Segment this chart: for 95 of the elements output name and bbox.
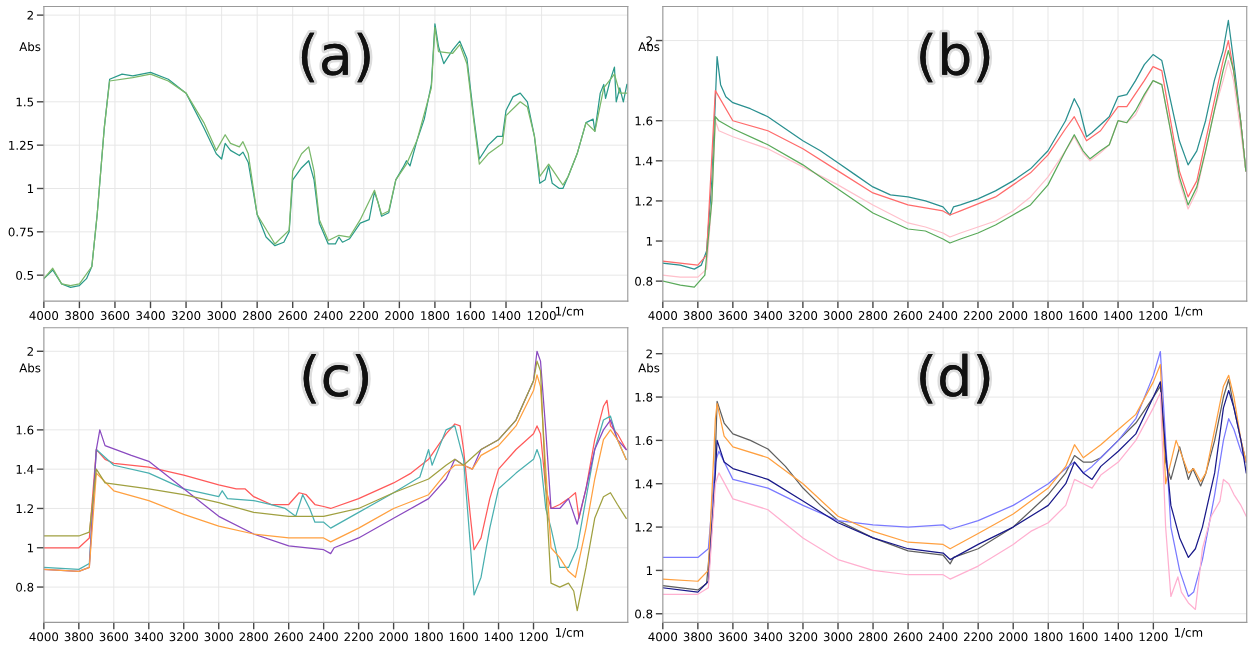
x-tick-label: 3000: [204, 632, 233, 642]
x-tick-label: 2400: [314, 311, 343, 321]
y-tick-label: 0.8: [635, 609, 653, 619]
x-tick-label: 4000: [648, 311, 678, 321]
x-tick-label: 1600: [449, 632, 478, 642]
x-tick-label: 3600: [718, 632, 748, 642]
x-tick-label: 3200: [169, 632, 198, 642]
x-tick-label: 1600: [1069, 311, 1098, 321]
x-tick-label: 1400: [484, 632, 513, 642]
x-tick-label: 2600: [893, 632, 923, 642]
x-tick-label: 3200: [171, 311, 201, 321]
y-tick-label: 2: [27, 347, 33, 356]
x-tick-label: 2400: [309, 632, 338, 642]
x-tick-label: 2400: [928, 311, 958, 321]
x-tick-label: 3600: [718, 311, 748, 321]
chart-title: (a): [301, 32, 370, 83]
x-tick-label: 1200: [527, 311, 556, 321]
x-tick-label: 2600: [274, 632, 303, 642]
x-axis-title: 1/cm: [555, 306, 584, 317]
x-tick-label: 3800: [683, 632, 713, 642]
x-tick-label: 3600: [99, 632, 129, 642]
y-tick-label: 1.4: [16, 465, 34, 474]
y-tick-label: 0.8: [635, 276, 653, 286]
chart-title: (c): [303, 353, 368, 404]
x-tick-label: 4000: [648, 632, 678, 642]
x-tick-label: 1800: [421, 311, 450, 321]
y-tick-label: 1.2: [16, 504, 33, 513]
x-tick-label: 1800: [414, 632, 443, 642]
x-tick-label: 1600: [1069, 632, 1098, 642]
x-axis-title: 1/cm: [1174, 306, 1203, 317]
x-tick-label: 3000: [823, 311, 853, 321]
y-tick-label: 2: [646, 349, 652, 359]
y-tick-label: 1.6: [16, 425, 34, 435]
x-tick-label: 1800: [1034, 632, 1063, 642]
x-tick-label: 3400: [136, 311, 165, 321]
x-tick-label: 3400: [753, 632, 783, 642]
y-tick-label: 1: [27, 184, 34, 193]
y-tick-label: 2: [27, 10, 33, 20]
x-axis-title: 1/cm: [555, 628, 584, 638]
y-tick-label: 0.75: [8, 227, 34, 237]
y-tick-label: 1.4: [635, 479, 653, 489]
x-tick-label: 1200: [1139, 632, 1168, 642]
x-tick-label: 3400: [134, 632, 164, 642]
x-tick-label: 2000: [379, 632, 408, 642]
y-tick-label: 1.6: [635, 116, 653, 126]
x-tick-label: 3800: [64, 632, 94, 642]
x-tick-label: 4000: [29, 311, 59, 321]
y-tick-label: 1: [646, 236, 652, 246]
chart-title: (d): [920, 353, 990, 404]
x-tick-label: 1400: [1104, 311, 1133, 321]
y-tick-label: 1.2: [635, 196, 652, 206]
x-tick-label: 3600: [100, 311, 130, 321]
x-axis-title: 1/cm: [1174, 628, 1203, 638]
y-tick-label: 0.8: [16, 582, 34, 592]
y-axis-title: Abs: [19, 363, 41, 373]
x-tick-label: 2400: [928, 632, 958, 642]
y-tick-label: 1.8: [635, 392, 653, 402]
y-tick-label: 1.4: [635, 156, 653, 166]
x-tick-label: 1800: [1034, 311, 1063, 321]
x-tick-label: 1600: [456, 311, 485, 321]
x-tick-label: 3200: [788, 311, 818, 321]
x-tick-label: 2800: [239, 632, 268, 642]
y-axis-title: Abs: [19, 42, 41, 52]
x-tick-label: 2800: [858, 632, 888, 642]
x-tick-label: 3200: [788, 632, 818, 642]
y-tick-label: 1.5: [16, 97, 34, 107]
x-tick-label: 3800: [683, 311, 713, 321]
y-tick-label: 0.5: [16, 270, 34, 280]
x-tick-label: 1200: [1139, 311, 1168, 321]
y-tick-label: 1.25: [9, 140, 34, 150]
x-tick-label: 3800: [65, 311, 94, 321]
chart-title: (b): [920, 32, 990, 83]
x-tick-label: 2200: [344, 632, 373, 642]
x-tick-label: 2200: [349, 311, 379, 321]
x-tick-label: 3400: [753, 311, 783, 321]
y-tick-label: 1.2: [635, 522, 652, 532]
x-tick-label: 2800: [243, 311, 272, 321]
x-tick-label: 2800: [858, 311, 888, 321]
x-tick-label: 1200: [519, 632, 548, 642]
x-tick-label: 2000: [998, 311, 1028, 321]
x-tick-label: 1400: [1104, 632, 1133, 642]
x-tick-label: 2200: [964, 632, 993, 642]
x-tick-label: 2200: [963, 311, 993, 321]
x-tick-label: 2000: [999, 632, 1028, 642]
y-tick-label: 1: [27, 543, 34, 553]
x-tick-label: 2000: [385, 311, 414, 321]
y-axis-title: Abs: [638, 363, 660, 373]
x-tick-label: 2600: [278, 311, 307, 321]
x-tick-label: 3000: [823, 632, 853, 642]
x-tick-label: 1400: [492, 311, 521, 321]
y-tick-label: 1.6: [635, 436, 653, 446]
y-tick-label: 1: [646, 566, 652, 575]
x-tick-label: 3000: [207, 311, 236, 321]
x-tick-label: 4000: [29, 632, 59, 642]
x-tick-label: 2600: [893, 311, 923, 321]
